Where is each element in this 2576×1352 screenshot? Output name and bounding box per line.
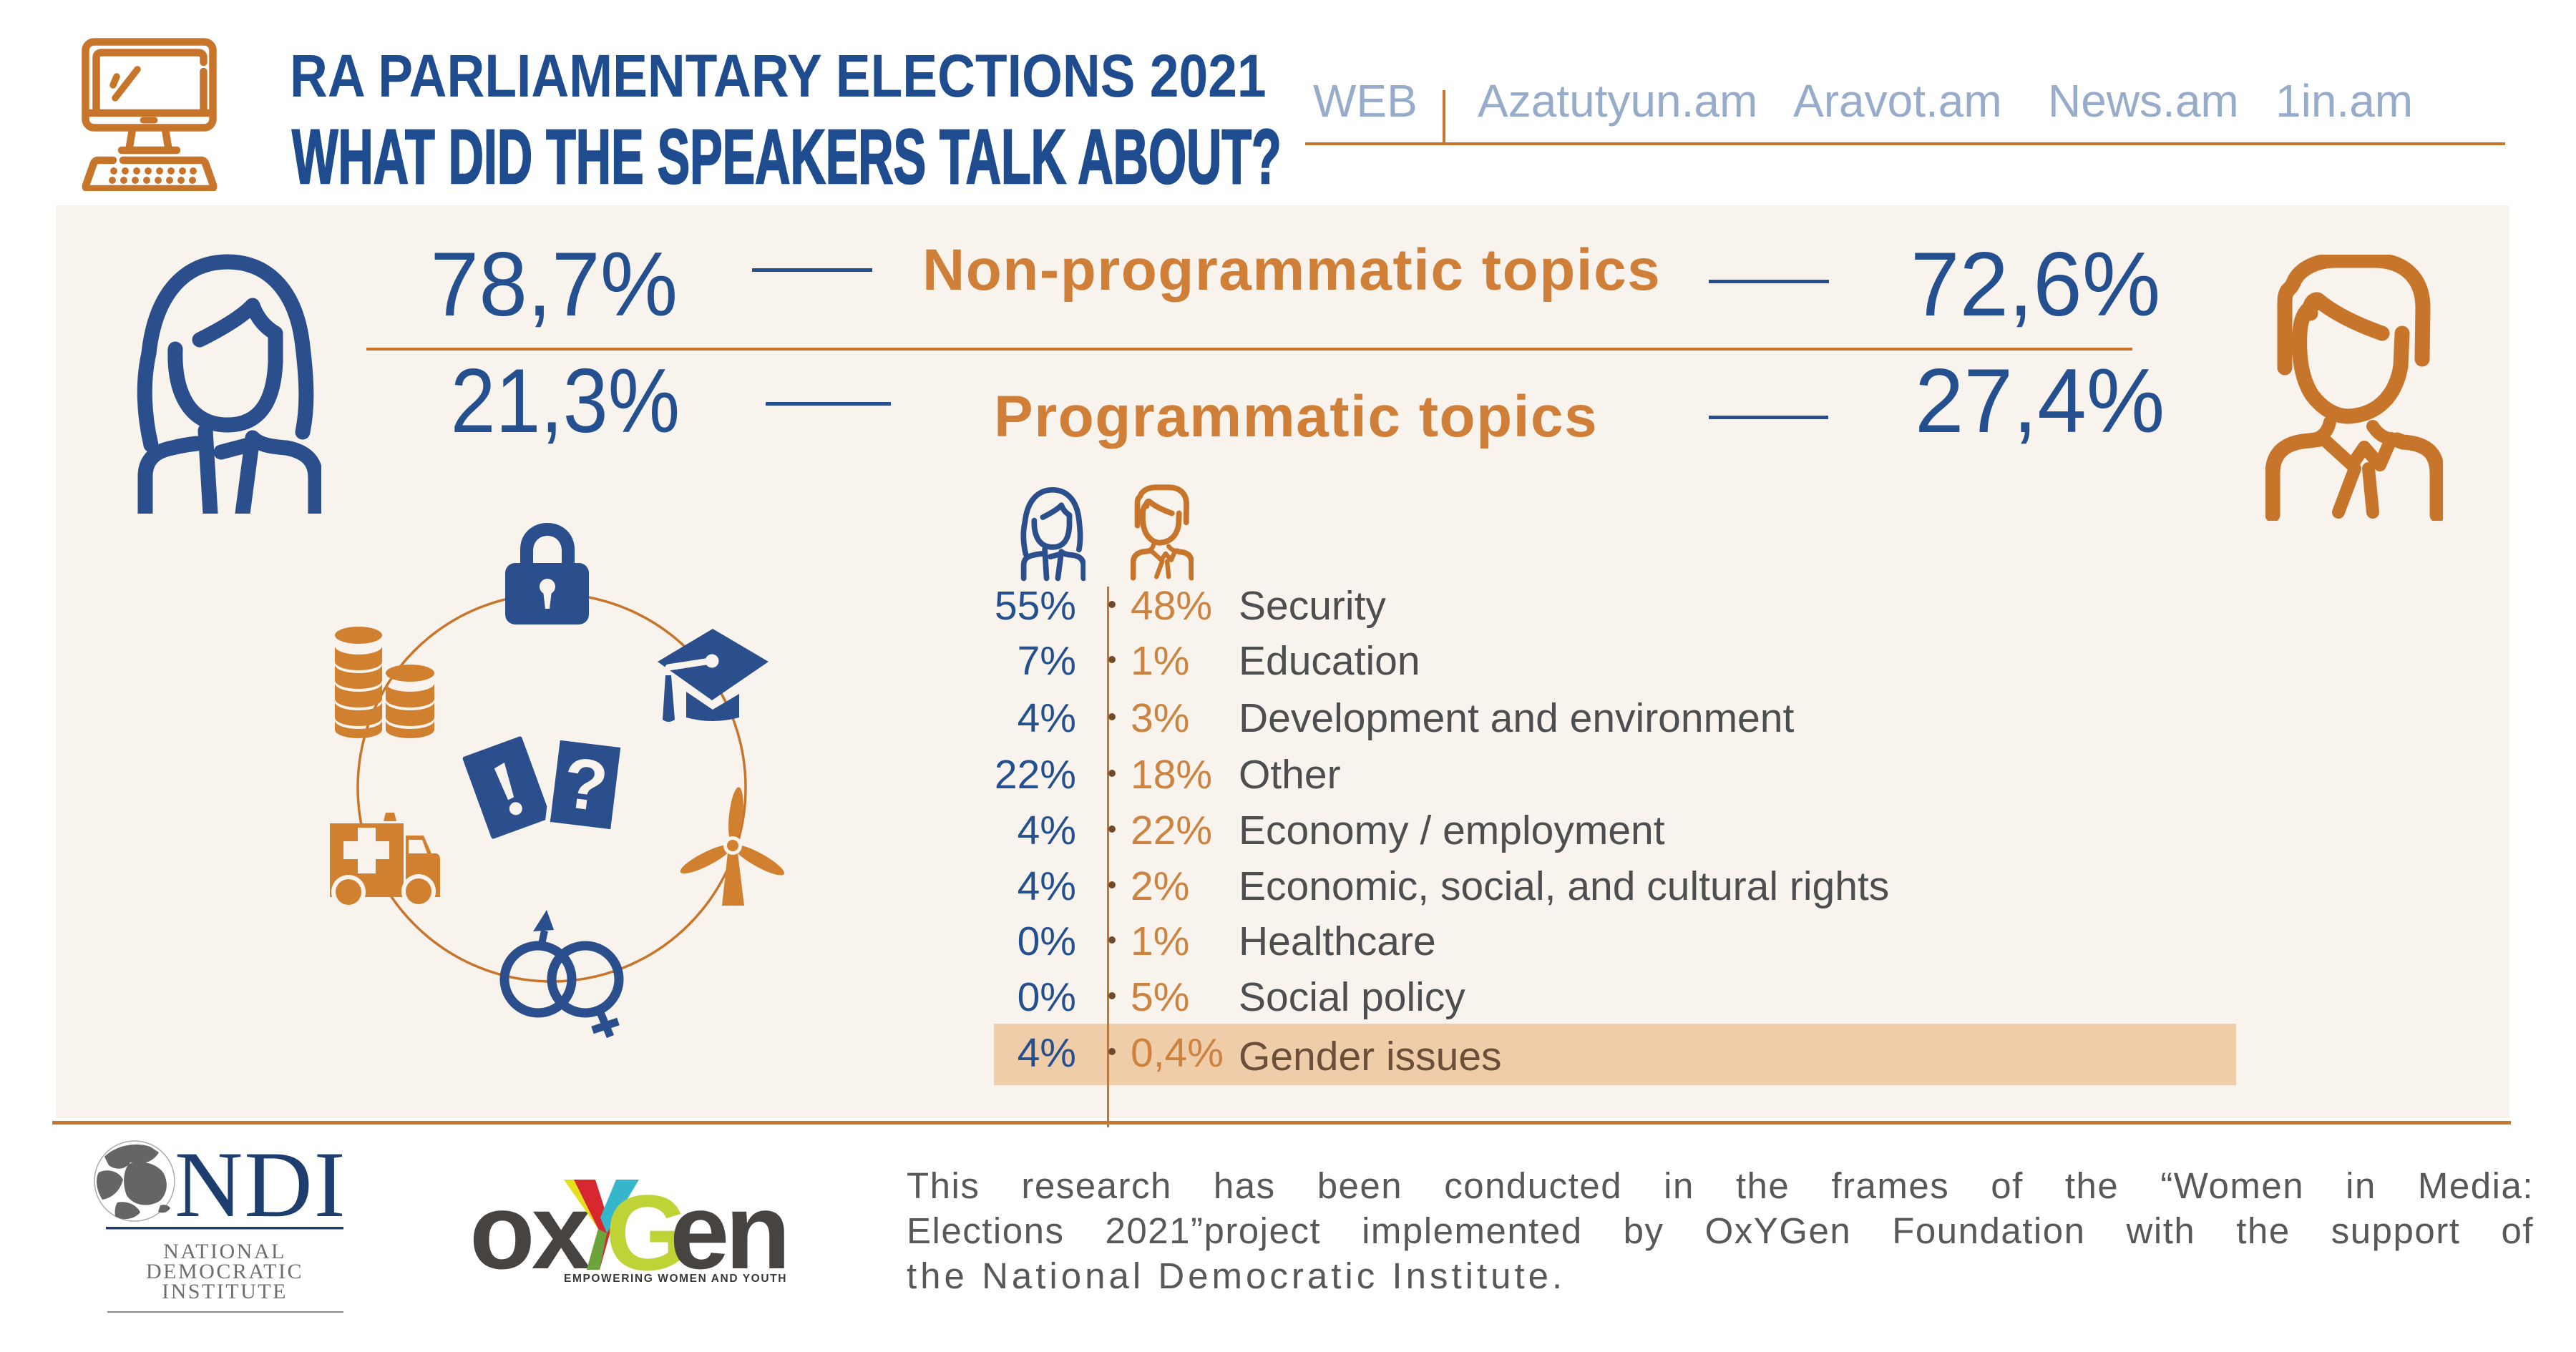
svg-text:INSTITUTE: INSTITUTE bbox=[162, 1280, 288, 1303]
svg-text:G: G bbox=[605, 1172, 686, 1288]
svg-text:EMPOWERING WOMEN AND YOUTH: EMPOWERING WOMEN AND YOUTH bbox=[564, 1273, 787, 1285]
svg-text:en: en bbox=[670, 1171, 786, 1288]
svg-text:NDI: NDI bbox=[175, 1140, 347, 1237]
svg-text:DEMOCRATIC: DEMOCRATIC bbox=[146, 1260, 303, 1283]
svg-text:NATIONAL: NATIONAL bbox=[163, 1240, 286, 1263]
svg-text:?: ? bbox=[559, 743, 612, 828]
